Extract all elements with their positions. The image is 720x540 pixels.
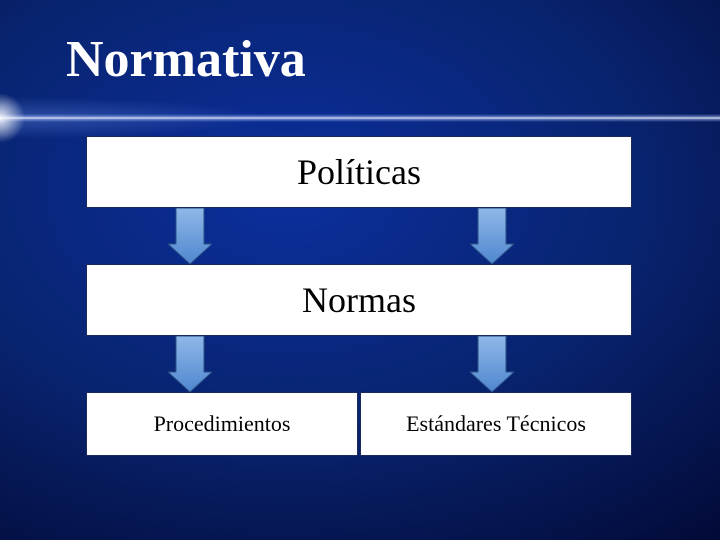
box-normas: Normas <box>86 264 632 336</box>
box-procedimientos: Procedimientos <box>86 392 358 456</box>
slide-title: Normativa <box>66 30 306 89</box>
box-politicas: Políticas <box>86 136 632 208</box>
slide: Normativa Políticas Normas Procedimiento… <box>0 0 720 540</box>
box-normas-label: Normas <box>302 279 416 321</box>
box-estandares: Estándares Técnicos <box>360 392 632 456</box>
box-procedimientos-label: Procedimientos <box>154 411 291 437</box>
down-arrow-icon <box>470 208 514 264</box>
down-arrow-icon <box>168 208 212 264</box>
box-politicas-label: Políticas <box>297 151 421 193</box>
down-arrow-icon <box>470 336 514 392</box>
box-estandares-label: Estándares Técnicos <box>406 411 586 437</box>
down-arrow-icon <box>168 336 212 392</box>
